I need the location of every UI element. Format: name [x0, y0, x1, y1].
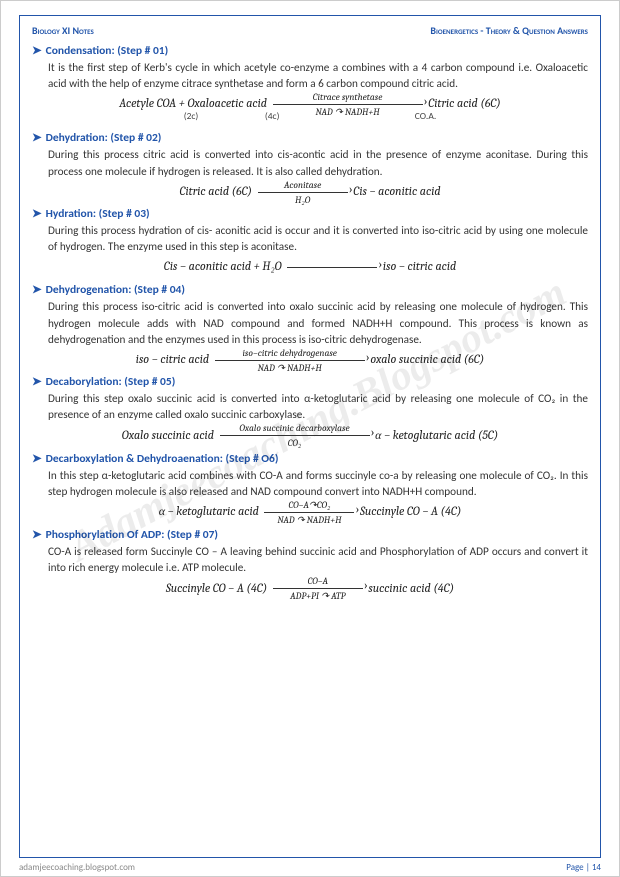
- step-section: ➤Decaborylation: (Step # 05) During this …: [32, 374, 588, 442]
- step-title: ➤Decarboxylation & Dehydroaenation: (Ste…: [32, 451, 588, 466]
- bullet-icon: ➤: [32, 528, 42, 542]
- bullet-icon: ➤: [32, 452, 42, 466]
- step-section: ➤Condensation: (Step # 01) It is the firs…: [32, 43, 588, 122]
- step-body: During this process hydration of cis- ac…: [48, 223, 588, 255]
- step-body: CO-A is released form Succinyle CO – A l…: [48, 544, 588, 576]
- step-body: During this step oxalo succinic acid is …: [48, 391, 588, 423]
- step-section: ➤Phosphorylation Of ADP: (Step # 07) CO-A…: [32, 527, 588, 594]
- equation: Oxalo succinic acid Oxalo succinic decar…: [32, 428, 588, 443]
- step-section: ➤Dehydrogenation: (Step # 04) During this…: [32, 282, 588, 366]
- step-section: ➤Decarboxylation & Dehydroaenation: (Ste…: [32, 451, 588, 519]
- step-body: In this step α-ketoglutaric acid combine…: [48, 468, 588, 500]
- equation: Citric acid (6C) AconitaseH₂O Cis − acon…: [32, 184, 588, 198]
- footer-right: Page | 14: [566, 862, 601, 873]
- bullet-icon: ➤: [32, 283, 42, 297]
- equation: α − ketoglutaric acid CO−A↷CO₂NAD ↷ NADH…: [32, 504, 588, 519]
- step-body: It is the first step of Kerb's cycle in …: [48, 60, 588, 92]
- footer: adamjeecoaching.blogspot.com Page | 14: [19, 862, 601, 873]
- bullet-icon: ➤: [32, 375, 42, 389]
- bullet-icon: ➤: [32, 207, 42, 221]
- bullet-icon: ➤: [32, 131, 42, 145]
- step-section: ➤Dehydration: (Step # 02) During this pro…: [32, 130, 588, 197]
- equation: Cis − aconitic acid + H₂O iso − citric a…: [32, 259, 588, 274]
- step-title: ➤Dehydration: (Step # 02): [32, 130, 588, 145]
- footer-left: adamjeecoaching.blogspot.com: [19, 862, 135, 873]
- step-body: During this process iso-citric acid is c…: [48, 299, 588, 348]
- equation: iso − citric acid iso−citric dehydrogena…: [32, 352, 588, 366]
- equation: Succinyle CO − A (4C) CO−AADP+PI ↷ ATP s…: [32, 581, 588, 595]
- step-title: ➤Dehydrogenation: (Step # 04): [32, 282, 588, 297]
- header: Biology XI Notes Bioenergetics - Theory …: [32, 24, 588, 37]
- step-title: ➤Decaborylation: (Step # 05): [32, 374, 588, 389]
- step-title: ➤Condensation: (Step # 01): [32, 43, 588, 58]
- step-section: ➤Hydration: (Step # 03) During this proce…: [32, 206, 588, 274]
- header-left: Biology XI Notes: [32, 24, 94, 37]
- page: Biology XI Notes Bioenergetics - Theory …: [0, 0, 620, 877]
- bullet-icon: ➤: [32, 44, 42, 58]
- header-right: Bioenergetics - Theory & Question Answer…: [430, 24, 588, 37]
- step-body: During this process citric acid is conve…: [48, 147, 588, 179]
- step-title: ➤Phosphorylation Of ADP: (Step # 07): [32, 527, 588, 542]
- equation: Acetyle COA + Oxaloacetic acid Citrace s…: [32, 96, 588, 110]
- content-frame: Biology XI Notes Bioenergetics - Theory …: [19, 15, 601, 858]
- step-title: ➤Hydration: (Step # 03): [32, 206, 588, 221]
